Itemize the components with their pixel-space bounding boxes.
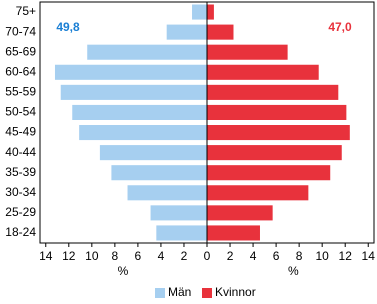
annotation: 49,8 (56, 20, 80, 34)
bar (72, 104, 207, 120)
x-tick-label: 0 (204, 249, 211, 263)
x-tick-label: 14 (362, 249, 376, 263)
bar (207, 145, 342, 161)
x-tick-label: 8 (296, 249, 303, 263)
bar (166, 24, 207, 40)
y-tick-label: 30-34 (5, 185, 36, 199)
bar (60, 84, 207, 100)
legend-swatch (155, 288, 165, 298)
x-tick-label: 12 (62, 249, 76, 263)
bar (79, 125, 207, 141)
y-tick-label: 25-29 (5, 205, 36, 219)
x-tick-label: 6 (273, 249, 280, 263)
bar (87, 44, 207, 60)
x-tick-label: 12 (339, 249, 353, 263)
y-tick-label: 60-64 (5, 64, 36, 78)
bar (207, 165, 331, 181)
x-tick-label: 2 (227, 249, 234, 263)
x-tick-label: 2 (181, 249, 188, 263)
bar (207, 24, 234, 40)
legend-label: Kvinnor (215, 285, 256, 299)
bar (192, 4, 207, 20)
y-tick-label: 65-69 (5, 44, 36, 58)
y-tick-label: 50-54 (5, 105, 36, 119)
bar (207, 125, 350, 141)
bar (111, 165, 207, 181)
x-axis-label: % (288, 264, 299, 278)
bar (207, 64, 319, 80)
legend-label: Män (168, 285, 191, 299)
bar (127, 185, 207, 201)
bar (207, 225, 260, 241)
y-tick-label: 55-59 (5, 85, 36, 99)
bar (207, 44, 288, 60)
bar (207, 84, 339, 100)
annotation: 47,0 (328, 20, 352, 34)
bar (207, 4, 214, 20)
legend-swatch (202, 288, 212, 298)
bar (207, 185, 309, 201)
bar (207, 205, 273, 221)
x-tick-label: 8 (112, 249, 119, 263)
bar (156, 225, 207, 241)
x-tick-label: 4 (250, 249, 257, 263)
bar (99, 145, 207, 161)
x-axis-label: % (118, 264, 129, 278)
x-tick-label: 6 (135, 249, 142, 263)
y-tick-label: 70-74 (5, 24, 36, 38)
y-tick-label: 18-24 (5, 225, 36, 239)
x-tick-label: 10 (315, 249, 329, 263)
y-tick-label: 40-44 (5, 145, 36, 159)
y-tick-label: 75+ (16, 4, 36, 18)
x-tick-label: 4 (158, 249, 165, 263)
bar (150, 205, 207, 221)
x-tick-label: 10 (85, 249, 99, 263)
bar (207, 104, 347, 120)
bar (54, 64, 207, 80)
y-tick-label: 35-39 (5, 165, 36, 179)
y-tick-label: 45-49 (5, 125, 36, 139)
x-tick-label: 14 (39, 249, 53, 263)
